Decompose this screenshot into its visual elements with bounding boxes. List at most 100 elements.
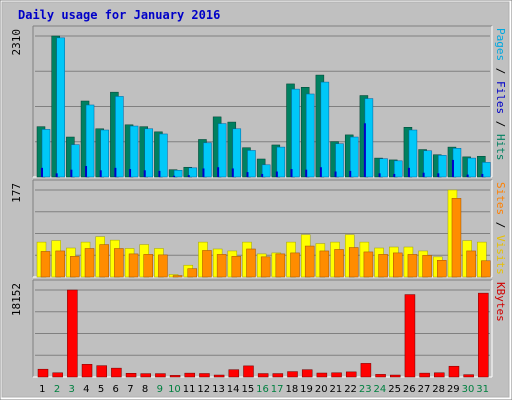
x-tick-label-5: 5	[98, 384, 104, 395]
kbytes-bar-day-2	[52, 372, 63, 378]
pages-bar-day-8	[144, 128, 153, 178]
files-bar-day-31	[481, 173, 484, 177]
sites-bar-day-1	[40, 251, 51, 278]
x-tick-label-24: 24	[374, 384, 387, 395]
kbytes-bar-day-18	[287, 371, 298, 378]
files-bar-day-5	[99, 170, 102, 177]
files-bar-day-27	[422, 172, 425, 177]
sites-bar-day-28	[437, 260, 447, 278]
x-tick-label-28: 28	[432, 384, 445, 395]
sites-bar-day-31	[481, 260, 491, 278]
sites-bar-day-19	[304, 245, 315, 278]
files-bar-day-10	[173, 175, 176, 177]
pages-bar-day-13	[217, 123, 227, 178]
top-legend-item-2: /	[494, 61, 507, 81]
files-bar-day-4	[85, 166, 88, 177]
files-bar-day-14	[231, 168, 234, 177]
kbytes-bar-day-20	[316, 372, 328, 378]
files-bar-day-21	[334, 171, 337, 177]
x-tick-label-27: 27	[418, 384, 431, 395]
kbytes-bar-day-4	[81, 364, 93, 378]
kbytes-bar-day-10	[169, 375, 181, 378]
x-tick-label-9: 9	[157, 384, 163, 395]
top-legend: Pages / Files / Hits	[494, 28, 507, 161]
mid-legend: Sites / Visits	[494, 182, 507, 275]
kbytes-bar-day-12	[199, 373, 210, 378]
files-bar-day-3	[70, 169, 73, 177]
kbytes-bar-day-19	[301, 369, 313, 378]
top-legend-item-5: Hits	[494, 134, 507, 161]
kbytes-bar-day-8	[140, 373, 151, 378]
x-tick-label-31: 31	[476, 384, 489, 395]
x-tick-label-8: 8	[142, 384, 148, 395]
pages-bar-day-14	[232, 128, 242, 178]
mid-legend-item-2: /	[494, 215, 507, 235]
sites-bar-day-26	[407, 254, 418, 278]
x-axis: 1 2 3 4 5 6 7 8 9 10 11 12 13 14 15 16 17 18 19 20 21 22 23 24 2…	[39, 384, 489, 395]
x-tick-label-11: 11	[183, 384, 196, 395]
sites-bar-day-4	[84, 248, 95, 278]
pages-bar-day-2	[56, 37, 65, 178]
x-tick-label-16: 16	[256, 384, 269, 395]
pages-bar-day-7	[129, 125, 139, 178]
sites-bar-day-23	[363, 251, 374, 278]
x-tick-label-23: 23	[359, 384, 372, 395]
x-tick-label-26: 26	[403, 384, 416, 395]
pages-bar-day-27	[423, 150, 432, 178]
x-tick-label-25: 25	[388, 384, 401, 395]
files-bar-day-23	[363, 123, 366, 177]
kbytes-bar-day-3	[67, 289, 78, 378]
x-tick-label-15: 15	[241, 384, 254, 395]
kbytes-bar-day-9	[155, 373, 166, 378]
pages-bar-day-20	[320, 81, 330, 178]
pages-bar-day-28	[438, 155, 447, 178]
kbytes-bar-day-30	[463, 374, 474, 378]
sites-bar-day-17	[275, 253, 286, 278]
top-max-label: 2310	[10, 29, 23, 56]
pages-bar-day-3	[71, 144, 80, 178]
kbytes-bar-day-28	[434, 372, 445, 378]
x-tick-label-7: 7	[127, 384, 133, 395]
sites-bar-day-2	[55, 250, 65, 278]
x-tick-label-1: 1	[39, 384, 45, 395]
sites-bar-day-3	[70, 256, 80, 278]
pages-bar-day-29	[452, 148, 462, 178]
pages-bar-day-22	[349, 136, 359, 178]
sites-bar-day-7	[128, 253, 139, 278]
files-bar-day-8	[143, 170, 146, 177]
x-tick-label-19: 19	[300, 384, 313, 395]
x-tick-label-12: 12	[197, 384, 210, 395]
kbytes-bar-day-23	[360, 363, 372, 378]
bot-max-label: 18152	[10, 283, 23, 316]
files-bar-day-30	[466, 174, 469, 177]
files-bar-day-20	[319, 167, 322, 177]
sites-bar-day-30	[466, 250, 476, 278]
pages-bar-day-30	[467, 157, 476, 178]
x-tick-label-18: 18	[285, 384, 298, 395]
top-legend-item-4: /	[494, 114, 507, 134]
kbytes-bar-day-14	[228, 369, 240, 378]
sites-bar-day-25	[393, 252, 403, 278]
pages-bar-day-23	[364, 98, 374, 178]
files-bar-day-16	[261, 173, 264, 177]
sites-bar-day-29	[451, 198, 462, 278]
pages-bar-day-25	[394, 160, 403, 178]
pages-bar-day-1	[41, 129, 51, 178]
pages-bar-day-15	[247, 150, 256, 178]
files-bar-day-18	[290, 169, 293, 177]
sites-bar-day-24	[378, 254, 388, 278]
sites-bar-day-20	[319, 250, 330, 278]
chart-panels: 2310 Pages / Files / Hits 177 Sites / Visit…	[10, 25, 507, 378]
sites-bar-day-15	[246, 248, 256, 278]
x-tick-label-20: 20	[315, 384, 328, 395]
kbytes-bar-day-22	[345, 371, 357, 378]
sites-bar-day-13	[216, 254, 227, 278]
x-tick-label-29: 29	[447, 384, 460, 395]
kbytes-bar-day-17	[272, 373, 284, 378]
files-bar-day-2	[55, 173, 58, 177]
sites-bar-day-21	[334, 249, 344, 278]
sites-bar-day-8	[143, 254, 153, 278]
files-bar-day-1	[41, 167, 43, 177]
sites-bar-day-6	[114, 248, 124, 278]
kbytes-bar-day-31	[478, 292, 489, 378]
